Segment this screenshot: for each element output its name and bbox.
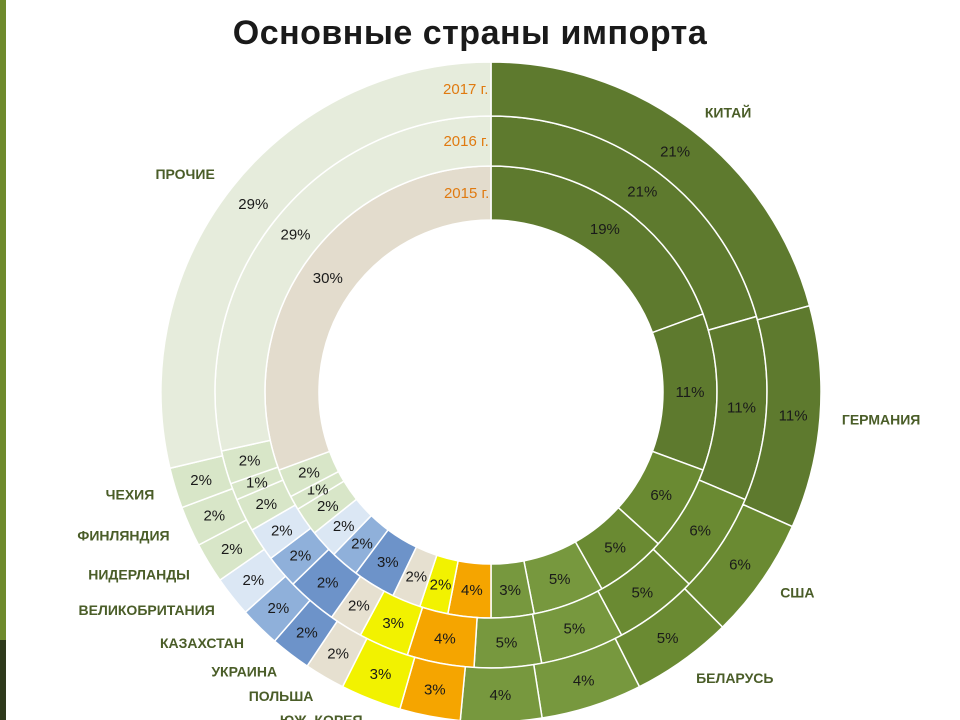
value-label-2016-юж-корея: 3% — [382, 615, 404, 632]
value-label-2017-сша: 6% — [729, 557, 751, 574]
value-label-2017-германия: 11% — [779, 408, 808, 425]
category-label-нидерланды: НИДЕРЛАНДЫ — [88, 566, 190, 582]
value-label-2017-чехия: 2% — [190, 472, 212, 489]
value-label-2016-великобритания: 2% — [271, 523, 293, 540]
value-label-2017-китай: 21% — [660, 143, 690, 160]
value-label-2017-прочие: 29% — [238, 196, 268, 213]
value-label-2016-китай: 21% — [627, 184, 657, 201]
year-label-2015: 2015 г. — [444, 185, 489, 202]
value-label-2015-великобритания: 2% — [333, 518, 355, 535]
value-label-2015-германия: 11% — [676, 384, 705, 401]
category-label-беларусь: БЕЛАРУСЬ — [696, 670, 773, 686]
value-label-2016-украина: 2% — [317, 575, 339, 592]
value-label-2017-нидерланды: 2% — [221, 541, 243, 558]
value-label-2015-юж-корея: 2% — [430, 577, 452, 594]
category-label-юж-корея: ЮЖ. КОРЕЯ — [280, 712, 363, 720]
value-label-2017-юж-корея: 3% — [370, 666, 392, 683]
year-label-2016: 2016 г. — [443, 133, 488, 150]
value-label-2015-казахстан: 2% — [351, 536, 373, 553]
value-label-2015-чехия: 2% — [298, 465, 320, 482]
category-label-германия: ГЕРМАНИЯ — [842, 411, 920, 427]
value-label-2015-сша: 6% — [650, 487, 672, 504]
value-label-2017-польша: 2% — [327, 646, 349, 663]
chart-title: Основные страны импорта — [232, 14, 708, 52]
value-label-2015-япония: 4% — [461, 582, 483, 599]
category-label-прочие: ПРОЧИЕ — [155, 166, 214, 182]
value-label-2015-прочие: 30% — [313, 270, 343, 287]
value-label-2016-прочие: 29% — [280, 227, 310, 244]
value-label-2016-нидерланды: 2% — [255, 496, 277, 513]
value-label-2017-беларусь: 5% — [657, 630, 679, 647]
value-label-2016-япония: 4% — [434, 631, 456, 648]
segment-2017-прочие — [160, 61, 492, 470]
category-label-сша: США — [780, 585, 814, 601]
value-label-2015-польша: 2% — [405, 569, 427, 586]
value-label-2015-украина: 3% — [377, 554, 399, 571]
value-label-2015-франция: 3% — [499, 582, 521, 599]
left-edge-strip — [0, 0, 6, 720]
left-edge-strip-dark — [0, 640, 6, 720]
category-label-казахстан: КАЗАХСТАН — [160, 635, 244, 651]
value-label-2017-италия: 4% — [573, 673, 595, 690]
value-label-2016-сша: 6% — [689, 523, 711, 540]
value-label-2016-италия: 5% — [564, 621, 586, 638]
value-label-2016-франция: 5% — [496, 635, 518, 652]
value-label-2016-германия: 11% — [727, 400, 756, 417]
value-label-2015-нидерланды: 2% — [317, 498, 339, 515]
category-label-китай: КИТАЙ — [705, 104, 751, 121]
category-label-украина: УКРАИНА — [211, 664, 277, 680]
category-label-чехия: ЧЕХИЯ — [106, 487, 155, 503]
value-label-2016-финляндия: 1% — [246, 475, 268, 492]
value-label-2017-казахстан: 2% — [268, 600, 290, 617]
value-label-2015-италия: 5% — [549, 571, 571, 588]
year-label-2017: 2017 г. — [443, 81, 488, 98]
category-label-польша: ПОЛЬША — [249, 688, 314, 704]
value-label-2017-франция: 4% — [490, 687, 512, 704]
value-label-2015-беларусь: 5% — [604, 540, 626, 557]
value-label-2017-япония: 3% — [424, 682, 446, 699]
value-label-2015-китай: 19% — [590, 221, 620, 238]
value-label-2017-великобритания: 2% — [242, 572, 264, 589]
value-label-2017-финляндия: 2% — [203, 508, 225, 525]
value-label-2016-чехия: 2% — [239, 453, 261, 470]
category-label-великобритания: ВЕЛИКОБРИТАНИЯ — [79, 602, 215, 618]
value-label-2016-казахстан: 2% — [290, 547, 312, 564]
category-label-финляндия: ФИНЛЯНДИЯ — [77, 528, 169, 544]
value-label-2016-польша: 2% — [348, 597, 370, 614]
value-label-2017-украина: 2% — [296, 625, 318, 642]
value-label-2016-беларусь: 5% — [631, 584, 653, 601]
